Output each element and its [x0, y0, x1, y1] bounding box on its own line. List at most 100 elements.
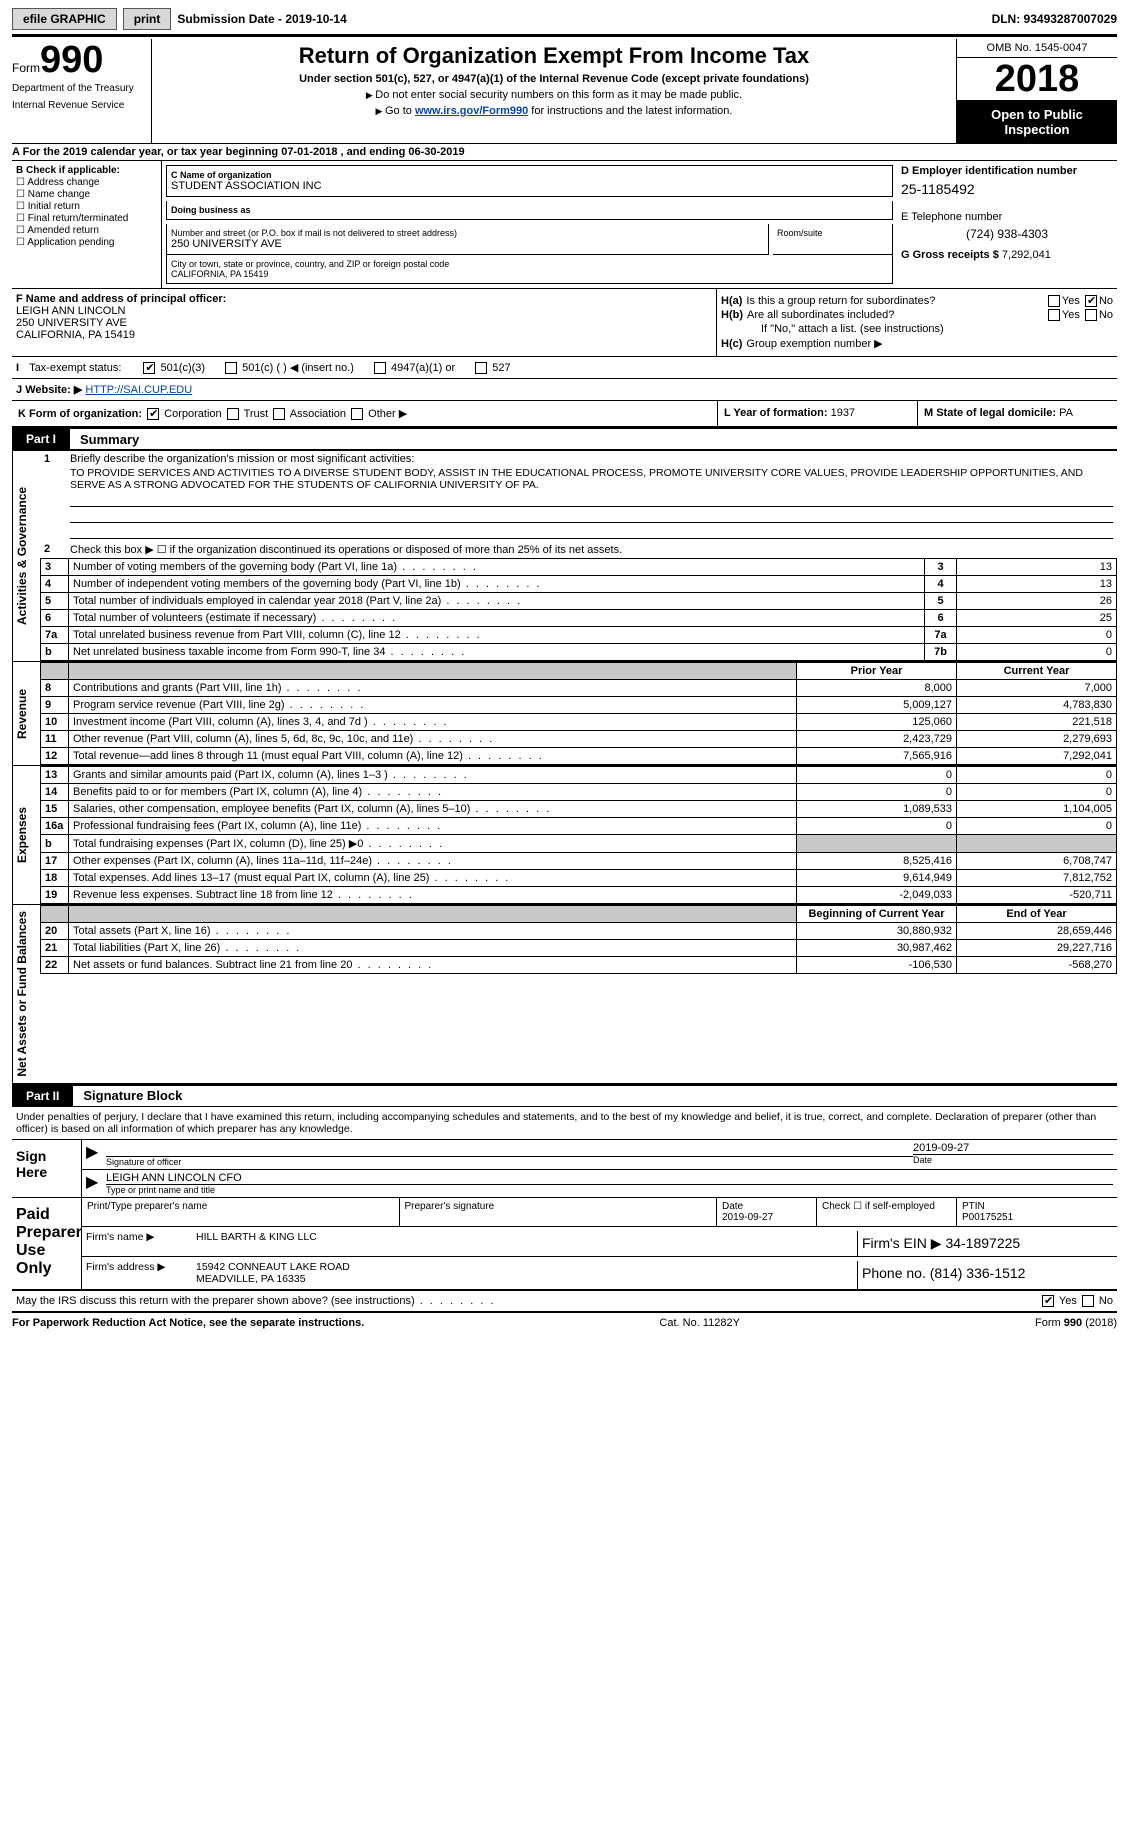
- table-row: 21Total liabilities (Part X, line 26)30,…: [41, 940, 1117, 957]
- c-label: C Name of organization: [171, 170, 888, 180]
- city-value: CALIFORNIA, PA 15419: [171, 269, 888, 279]
- chk-final-return[interactable]: ☐ Final return/terminated: [16, 213, 157, 224]
- year-formation: L Year of formation: 1937: [717, 401, 917, 426]
- org-name-box: C Name of organization STUDENT ASSOCIATI…: [166, 165, 893, 197]
- tax-status-row: I Tax-exempt status: 501(c)(3) 501(c) ( …: [12, 356, 1117, 378]
- chk-initial-return[interactable]: ☐ Initial return: [16, 201, 157, 212]
- governance-table: 3Number of voting members of the governi…: [40, 558, 1117, 661]
- gross-receipts: G Gross receipts $ 7,292,041: [901, 249, 1113, 261]
- side-revenue: Revenue: [12, 662, 40, 765]
- table-row: 12Total revenue—add lines 8 through 11 (…: [41, 748, 1117, 765]
- table-row: 14Benefits paid to or for members (Part …: [41, 784, 1117, 801]
- irs-discuss-yesno[interactable]: Yes No: [1040, 1295, 1113, 1307]
- part2-header: Part II Signature Block: [12, 1083, 1117, 1107]
- dln: DLN: 93493287007029: [992, 12, 1117, 26]
- line2-text: Check this box ▶ ☐ if the organization d…: [70, 543, 1113, 556]
- tax-status-label: Tax-exempt status:: [29, 362, 121, 374]
- firm-addr: 15942 CONNEAUT LAKE ROADMEADVILLE, PA 16…: [192, 1257, 857, 1289]
- addr-label: Number and street (or P.O. box if mail i…: [171, 228, 764, 238]
- website-link[interactable]: HTTP://SAI.CUP.EDU: [85, 384, 192, 396]
- footer: For Paperwork Reduction Act Notice, see …: [12, 1311, 1117, 1333]
- table-row: 16aProfessional fundraising fees (Part I…: [41, 818, 1117, 835]
- table-row: 6Total number of volunteers (estimate if…: [41, 610, 1117, 627]
- website-label: Website: ▶: [25, 384, 82, 396]
- officer-typed-name: LEIGH ANN LINCOLN CFO: [106, 1172, 1113, 1184]
- chk-corp[interactable]: Corporation: [145, 408, 222, 420]
- type-name-label: Type or print name and title: [106, 1184, 1113, 1195]
- col-prior: Prior Year: [797, 663, 957, 680]
- period-text: For the 2019 calendar year, or tax year …: [23, 146, 465, 158]
- hb-text: Are all subordinates included?: [747, 309, 894, 321]
- chk-501c[interactable]: 501(c) ( ) ◀ (insert no.): [223, 361, 354, 374]
- efile-button[interactable]: efile GRAPHIC: [12, 8, 117, 30]
- j-label: J: [16, 384, 22, 396]
- prep-sig-label: Preparer's signature: [400, 1198, 718, 1227]
- chk-4947[interactable]: 4947(a)(1) or: [372, 362, 455, 374]
- mission-text: TO PROVIDE SERVICES AND ACTIVITIES TO A …: [40, 467, 1117, 491]
- table-row: 20Total assets (Part X, line 16)30,880,9…: [41, 923, 1117, 940]
- addr-value: 250 UNIVERSITY AVE: [171, 238, 764, 250]
- hc-text: Group exemption number ▶: [746, 337, 882, 350]
- ha-yesno[interactable]: Yes No: [1046, 295, 1113, 307]
- chk-address-change[interactable]: ☐ Address change: [16, 177, 157, 188]
- chk-assoc[interactable]: Association: [271, 408, 346, 420]
- form-subtitle: Under section 501(c), 527, or 4947(a)(1)…: [162, 73, 946, 85]
- revenue-table: Prior YearCurrent Year 8Contributions an…: [40, 662, 1117, 765]
- firm-phone: Phone no. (814) 336-1512: [857, 1261, 1117, 1289]
- table-row: bNet unrelated business taxable income f…: [41, 644, 1117, 661]
- footer-right: Form 990 (2018): [1035, 1317, 1117, 1329]
- table-row: 4Number of independent voting members of…: [41, 576, 1117, 593]
- k-label: K Form of organization:: [18, 408, 142, 420]
- part2-tag: Part II: [12, 1086, 73, 1106]
- footer-left: For Paperwork Reduction Act Notice, see …: [12, 1317, 364, 1329]
- chk-trust[interactable]: Trust: [225, 408, 269, 420]
- box-f: F Name and address of principal officer:…: [12, 289, 717, 356]
- city-label: City or town, state or province, country…: [171, 259, 888, 269]
- phone-value: (724) 938-4303: [901, 227, 1113, 241]
- side-expenses: Expenses: [12, 766, 40, 904]
- chk-527[interactable]: 527: [473, 362, 510, 374]
- part1-tag: Part I: [12, 429, 70, 449]
- i-label: I: [16, 362, 19, 374]
- irs-link[interactable]: www.irs.gov/Form990: [415, 105, 528, 117]
- dept-treasury: Department of the Treasury: [12, 83, 145, 94]
- d-label: D Employer identification number: [901, 165, 1113, 177]
- col-end: End of Year: [957, 906, 1117, 923]
- print-button[interactable]: print: [123, 8, 172, 30]
- chk-501c3[interactable]: 501(c)(3): [141, 362, 205, 374]
- irs-discuss-row: May the IRS discuss this return with the…: [12, 1290, 1117, 1311]
- chk-name-change[interactable]: ☐ Name change: [16, 189, 157, 200]
- ptin-cell: PTINP00175251: [957, 1198, 1117, 1227]
- preparer-grid: Print/Type preparer's name Preparer's si…: [82, 1198, 1117, 1227]
- side-net-assets: Net Assets or Fund Balances: [12, 905, 40, 1083]
- instr-ssn: Do not enter social security numbers on …: [162, 89, 946, 101]
- sig-date-value: 2019-09-27: [913, 1142, 1113, 1154]
- hb-label: H(b): [721, 309, 743, 321]
- table-row: 8Contributions and grants (Part VIII, li…: [41, 680, 1117, 697]
- open-to-public: Open to Public Inspection: [957, 101, 1117, 143]
- officer-addr: 250 UNIVERSITY AVE: [16, 317, 712, 329]
- f-label: F Name and address of principal officer:: [16, 293, 712, 305]
- col-current: Current Year: [957, 663, 1117, 680]
- hb-yesno[interactable]: Yes No: [1046, 309, 1113, 321]
- submission-date: Submission Date - 2019-10-14: [177, 12, 346, 26]
- chk-other[interactable]: Other ▶: [349, 408, 407, 420]
- prep-self-employed[interactable]: Check ☐ if self-employed: [817, 1198, 957, 1227]
- calendar-year-line: A For the 2019 calendar year, or tax yea…: [12, 143, 1117, 160]
- org-name: STUDENT ASSOCIATION INC: [171, 180, 888, 192]
- expenses-table: 13Grants and similar amounts paid (Part …: [40, 766, 1117, 904]
- table-row: 22Net assets or fund balances. Subtract …: [41, 957, 1117, 974]
- dba-box: Doing business as: [166, 201, 893, 220]
- part2-title: Signature Block: [73, 1088, 182, 1103]
- dba-label: Doing business as: [171, 205, 888, 215]
- firm-name-label: Firm's name ▶: [82, 1227, 192, 1256]
- addr-box: Number and street (or P.O. box if mail i…: [166, 224, 769, 255]
- tax-year: 2018: [957, 58, 1117, 101]
- firm-name: HILL BARTH & KING LLC: [192, 1227, 857, 1256]
- ha-label: H(a): [721, 295, 742, 307]
- chk-amended[interactable]: ☐ Amended return: [16, 225, 157, 236]
- form-number: 990: [40, 39, 103, 81]
- instr-goto: Go to www.irs.gov/Form990 for instructio…: [162, 105, 946, 117]
- table-row: 18Total expenses. Add lines 13–17 (must …: [41, 870, 1117, 887]
- chk-pending[interactable]: ☐ Application pending: [16, 237, 157, 248]
